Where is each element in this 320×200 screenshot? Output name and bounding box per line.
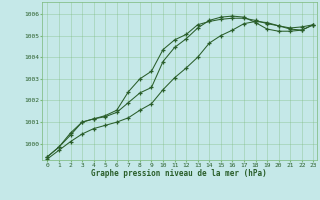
X-axis label: Graphe pression niveau de la mer (hPa): Graphe pression niveau de la mer (hPa) <box>91 169 267 178</box>
